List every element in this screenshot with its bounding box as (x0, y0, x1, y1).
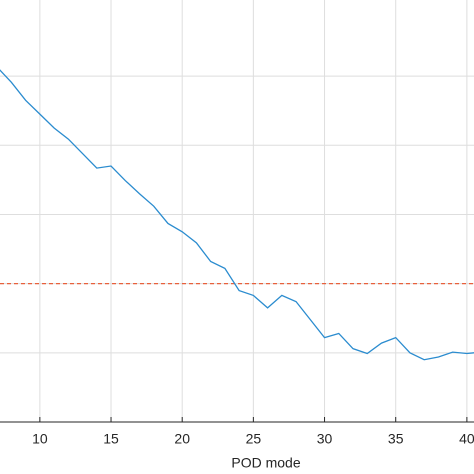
x-tick-label: 35 (388, 431, 404, 447)
x-tick-label: 30 (317, 431, 333, 447)
x-tick-label: 20 (174, 431, 190, 447)
x-tick-label: 15 (103, 431, 119, 447)
x-tick-label: 10 (32, 431, 48, 447)
x-axis-label: POD mode (231, 455, 300, 471)
plot-area (0, 0, 474, 422)
data-line (0, 69, 474, 361)
x-tick-label: 25 (246, 431, 262, 447)
x-tick-label: 40 (459, 431, 474, 447)
